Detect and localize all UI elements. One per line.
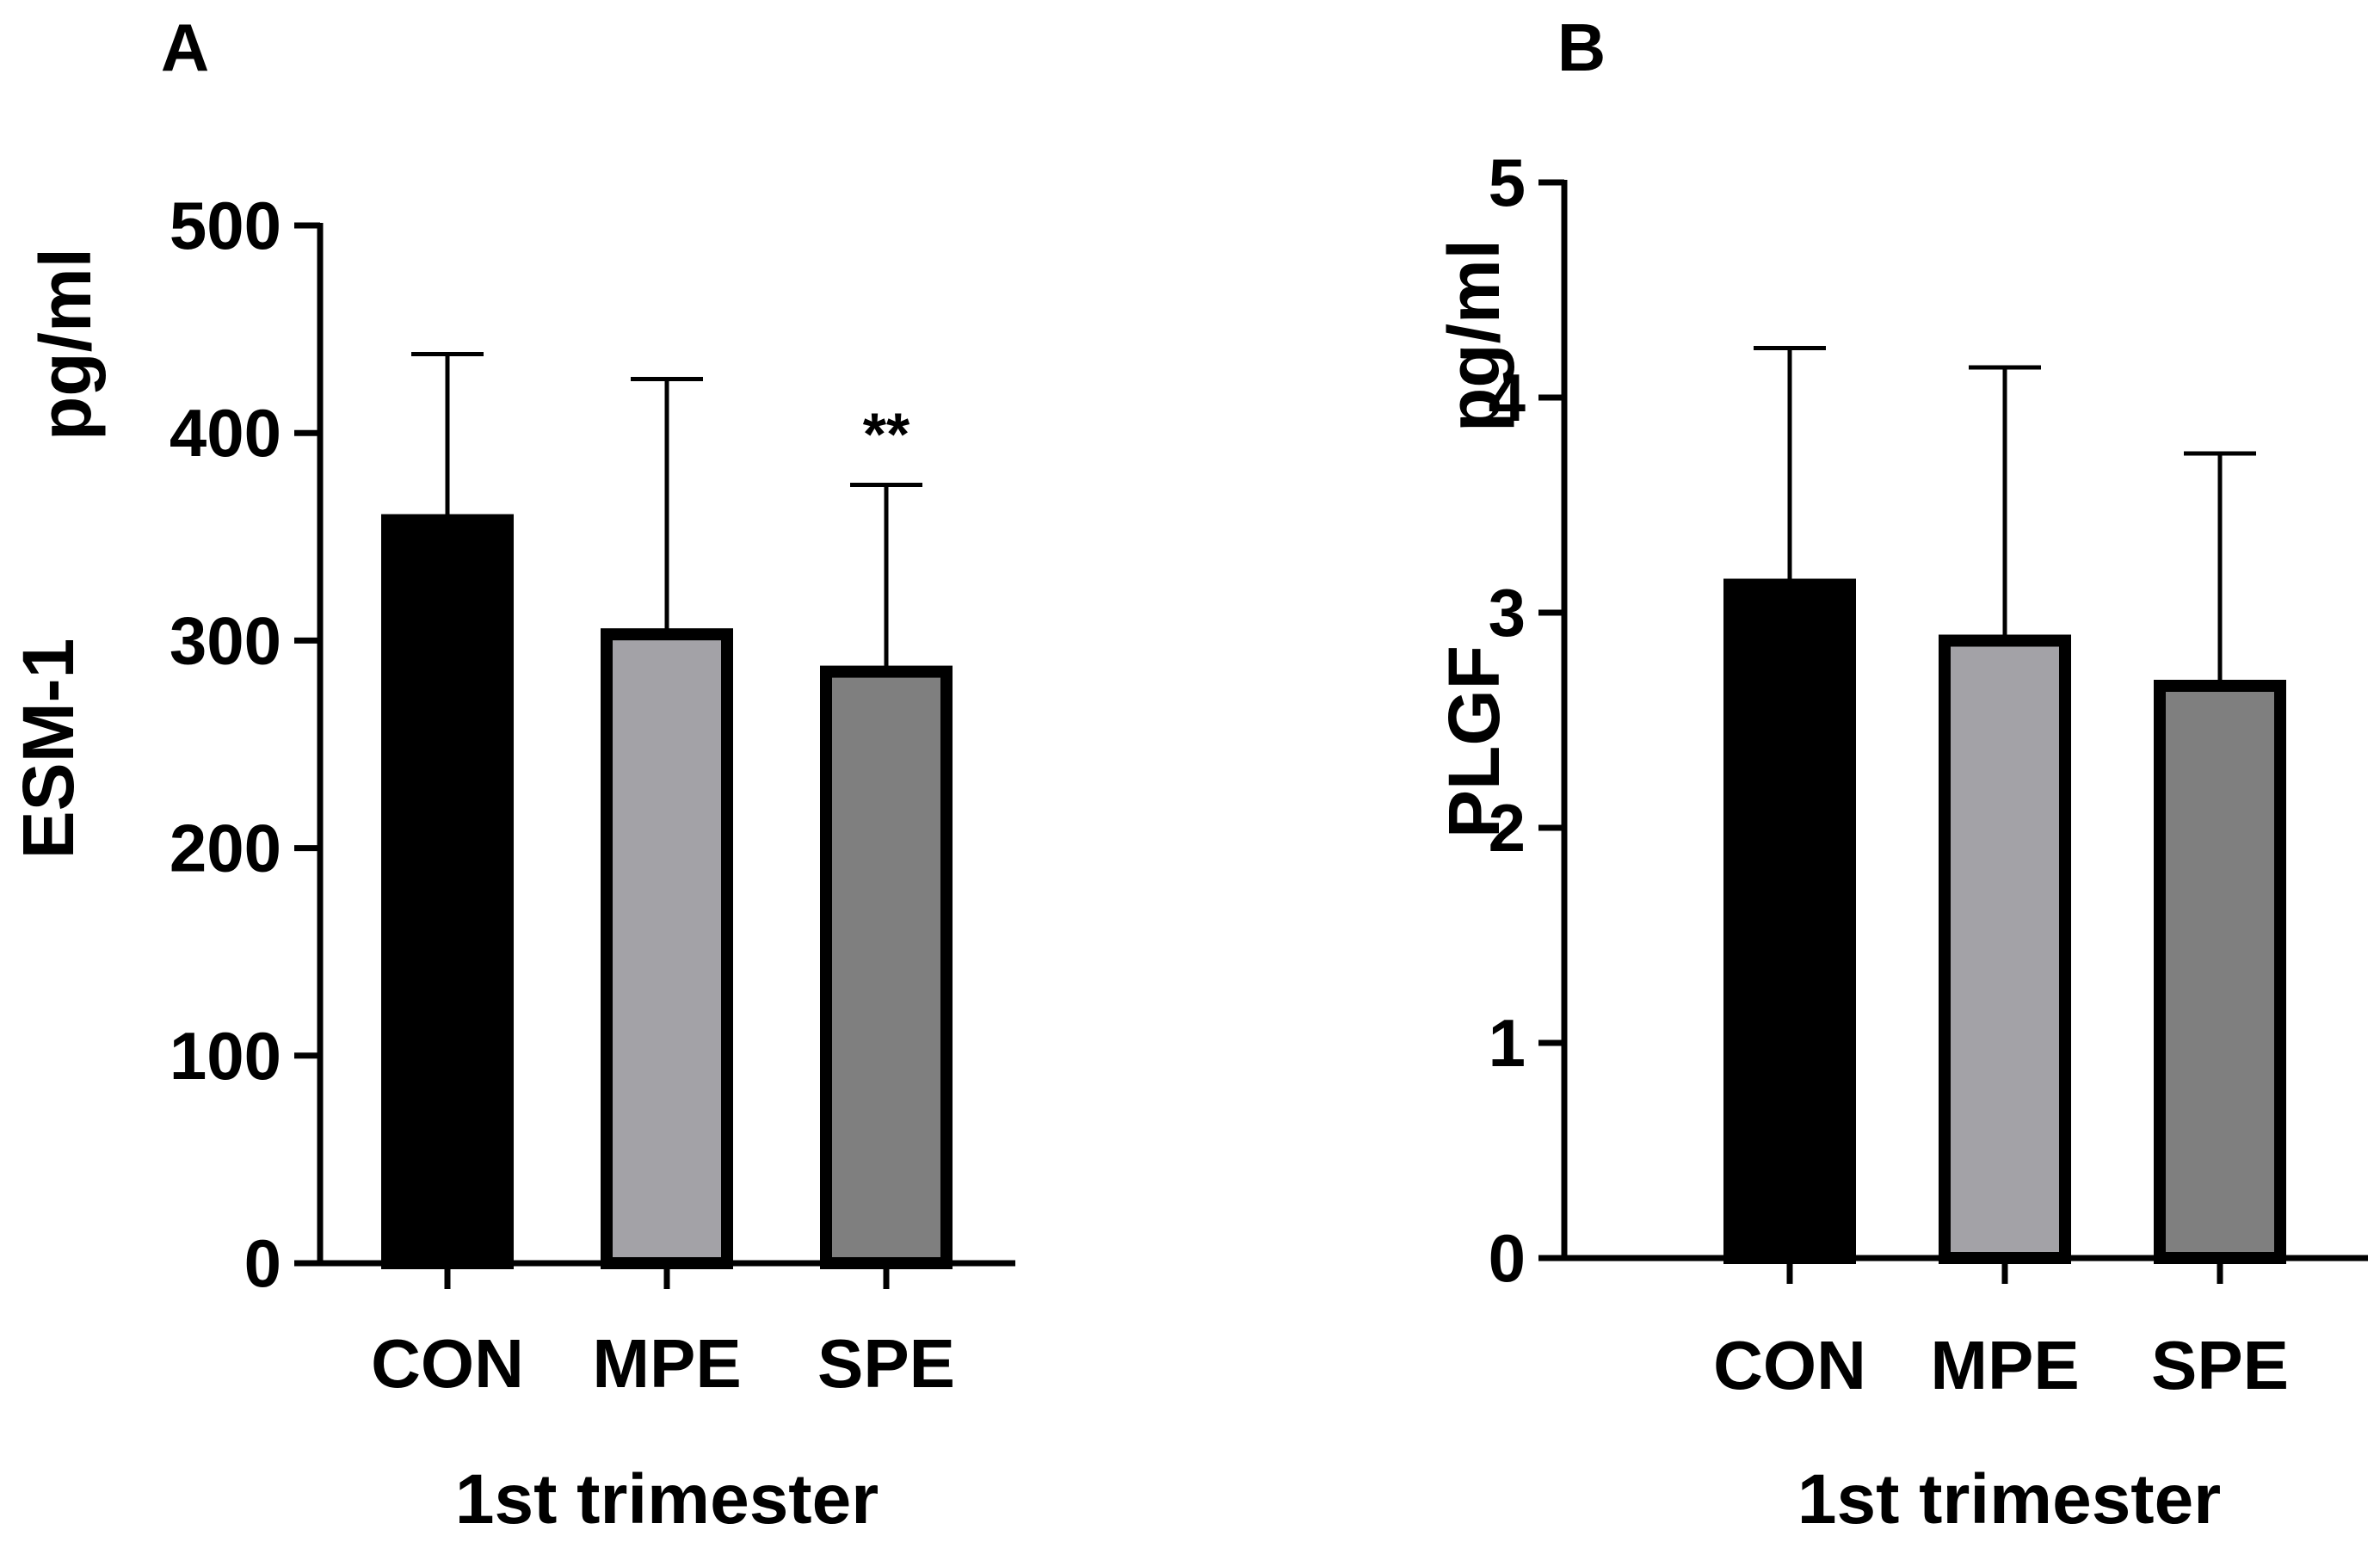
panel-a-ytick-label: 100 <box>170 1018 281 1094</box>
panel-a-bar-spe <box>820 665 953 1269</box>
panel-b-ytick-label: 2 <box>1489 790 1526 866</box>
panel-a-ytick-label: 0 <box>244 1225 281 1301</box>
panel-b-ytick-label: 4 <box>1489 360 1526 435</box>
panel-b-ytick-label: 5 <box>1489 145 1526 220</box>
panel-a-ylabel-main: ESM-1 <box>8 638 89 860</box>
panel-a-xlabel: 1st trimester <box>455 1460 879 1539</box>
panel-b-ticks: 0 1 2 3 4 5 CON MPE SPE <box>1489 145 2289 1403</box>
panel-a-bar-con <box>381 514 514 1269</box>
panel-a-xtick-label-spe: SPE <box>817 1325 955 1402</box>
panel-b-bars <box>1723 346 2286 1264</box>
panel-b-bar-con <box>1723 578 1856 1264</box>
panel-a-xtick-label-mpe: MPE <box>592 1325 741 1402</box>
panel-b-bar-spe <box>2154 680 2286 1264</box>
panel-a-xtick-label-con: CON <box>371 1325 524 1402</box>
panel-a-ticks: 0 100 200 300 400 500 CON MPE SPE <box>170 188 955 1402</box>
panel-a-ytick-label: 200 <box>170 811 281 886</box>
panel-b-bar-mpe <box>1939 634 2071 1264</box>
panel-a-ytick-label: 500 <box>170 188 281 263</box>
panel-b-ylabel-unit: pg/ml <box>1434 239 1514 432</box>
panel-a-bar-mpe <box>601 628 733 1269</box>
panel-a-bars: ** <box>381 352 953 1269</box>
panel-b-xlabel: 1st trimester <box>1797 1460 2221 1539</box>
panel-a-ytick-label: 300 <box>170 602 281 678</box>
panel-b-ylabel-main: PLGF <box>1434 645 1514 838</box>
panel-b-xtick-label-spe: SPE <box>2151 1327 2289 1403</box>
panel-a-ylabel-unit: pg/ml <box>25 248 106 441</box>
panel-a: A ESM-1 pg/ml 1st trimester ** 0 100 200 30… <box>8 9 1015 1539</box>
panel-b-label: B <box>1557 9 1606 85</box>
panel-b-ytick-label: 1 <box>1489 1005 1526 1081</box>
panel-b-ytick-label: 0 <box>1489 1220 1526 1296</box>
panel-a-ytick-label: 400 <box>170 395 281 471</box>
panel-b: B PLGF pg/ml 1st trimester 0 1 2 3 4 5 CON MPE S… <box>1434 9 2368 1539</box>
panel-b-ytick-label: 3 <box>1489 575 1526 651</box>
panel-b-xtick-label-con: CON <box>1713 1327 1866 1403</box>
panel-a-label: A <box>161 9 209 85</box>
panel-b-xtick-label-mpe: MPE <box>1930 1327 2079 1403</box>
panel-a-significance-spe: ** <box>863 401 910 468</box>
